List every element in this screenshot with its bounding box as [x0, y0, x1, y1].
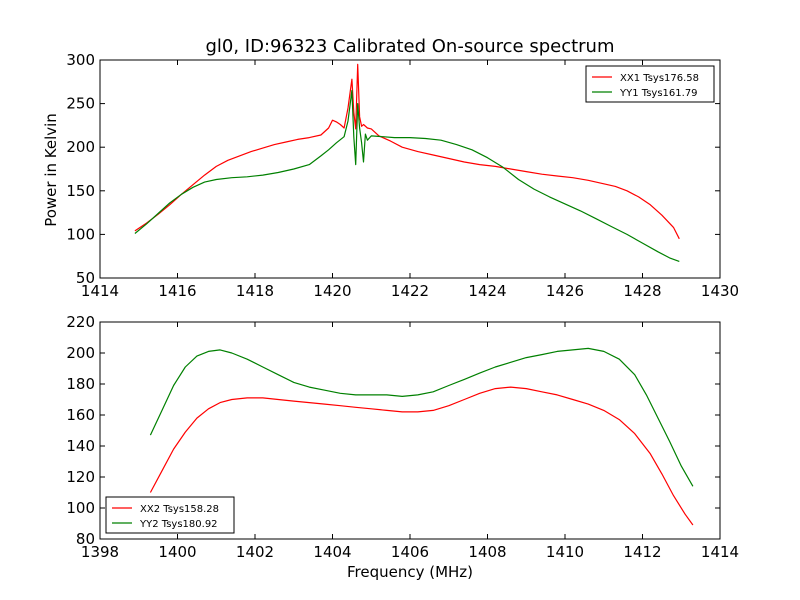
x-tick-label: 1404 [313, 543, 351, 561]
x-tick-label: 1406 [391, 543, 429, 561]
x-tick-label: 1410 [546, 543, 584, 561]
chart-title: gl0, ID:96323 Calibrated On-source spect… [205, 36, 614, 57]
series-line-xx1 [134, 63, 680, 240]
x-tick-label: 1400 [158, 543, 196, 561]
legend: XX1 Tsys176.58 YY1 Tsys161.79 [585, 65, 715, 103]
x-tick-label: 1408 [468, 543, 506, 561]
series-line-yy1 [134, 89, 680, 262]
x-tick-label: 1414 [81, 282, 119, 300]
y-tick-label: 80 [76, 530, 95, 548]
y-tick-label: 120 [66, 468, 95, 486]
y-tick-label: 200 [66, 344, 95, 362]
y-axis-label: Power in Kelvin [42, 113, 60, 227]
series-line-xx2 [149, 386, 694, 526]
x-tick-label: 1424 [468, 282, 506, 300]
x-tick-label: 1414 [701, 543, 739, 561]
x-tick-label: 1416 [158, 282, 196, 300]
x-tick-label: 1430 [701, 282, 739, 300]
bottom-spectrum-panel: Frequency (MHz) 1398 1400 1402 1404 1406 1408… [66, 313, 739, 581]
x-tick-label: 1428 [623, 282, 661, 300]
legend: XX2 Tsys158.28 YY2 Tsys180.92 [105, 496, 235, 534]
y-tick-label: 250 [66, 95, 95, 113]
x-tick-label: 1398 [81, 543, 119, 561]
legend-entry: XX1 Tsys176.58 [620, 73, 699, 84]
y-tick-label: 140 [66, 437, 95, 455]
legend-entry: YY1 Tsys161.79 [619, 88, 698, 99]
legend-entry: YY2 Tsys180.92 [139, 519, 218, 530]
y-tick-label: 150 [66, 182, 95, 200]
x-tick-label: 1412 [623, 543, 661, 561]
series-group [149, 347, 694, 526]
y-tick-label: 200 [66, 138, 95, 156]
x-tick-label: 1418 [236, 282, 274, 300]
y-tick-label: 220 [66, 313, 95, 331]
legend-box [105, 496, 235, 534]
y-tick-label: 50 [76, 269, 95, 287]
y-tick-label: 100 [66, 225, 95, 243]
x-tick-label: 1426 [546, 282, 584, 300]
x-tick-label: 1422 [391, 282, 429, 300]
x-tick-label: 1402 [236, 543, 274, 561]
y-tick-label: 100 [66, 499, 95, 517]
top-spectrum-panel: gl0, ID:96323 Calibrated On-source spect… [42, 36, 739, 300]
series-group [134, 63, 680, 262]
legend-box [585, 65, 715, 103]
y-tick-label: 160 [66, 406, 95, 424]
series-line-yy2 [149, 347, 694, 487]
y-tick-label: 300 [66, 51, 95, 69]
legend-entry: XX2 Tsys158.28 [140, 504, 219, 515]
y-tick-label: 180 [66, 375, 95, 393]
x-axis-label: Frequency (MHz) [347, 563, 473, 581]
x-tick-label: 1420 [313, 282, 351, 300]
